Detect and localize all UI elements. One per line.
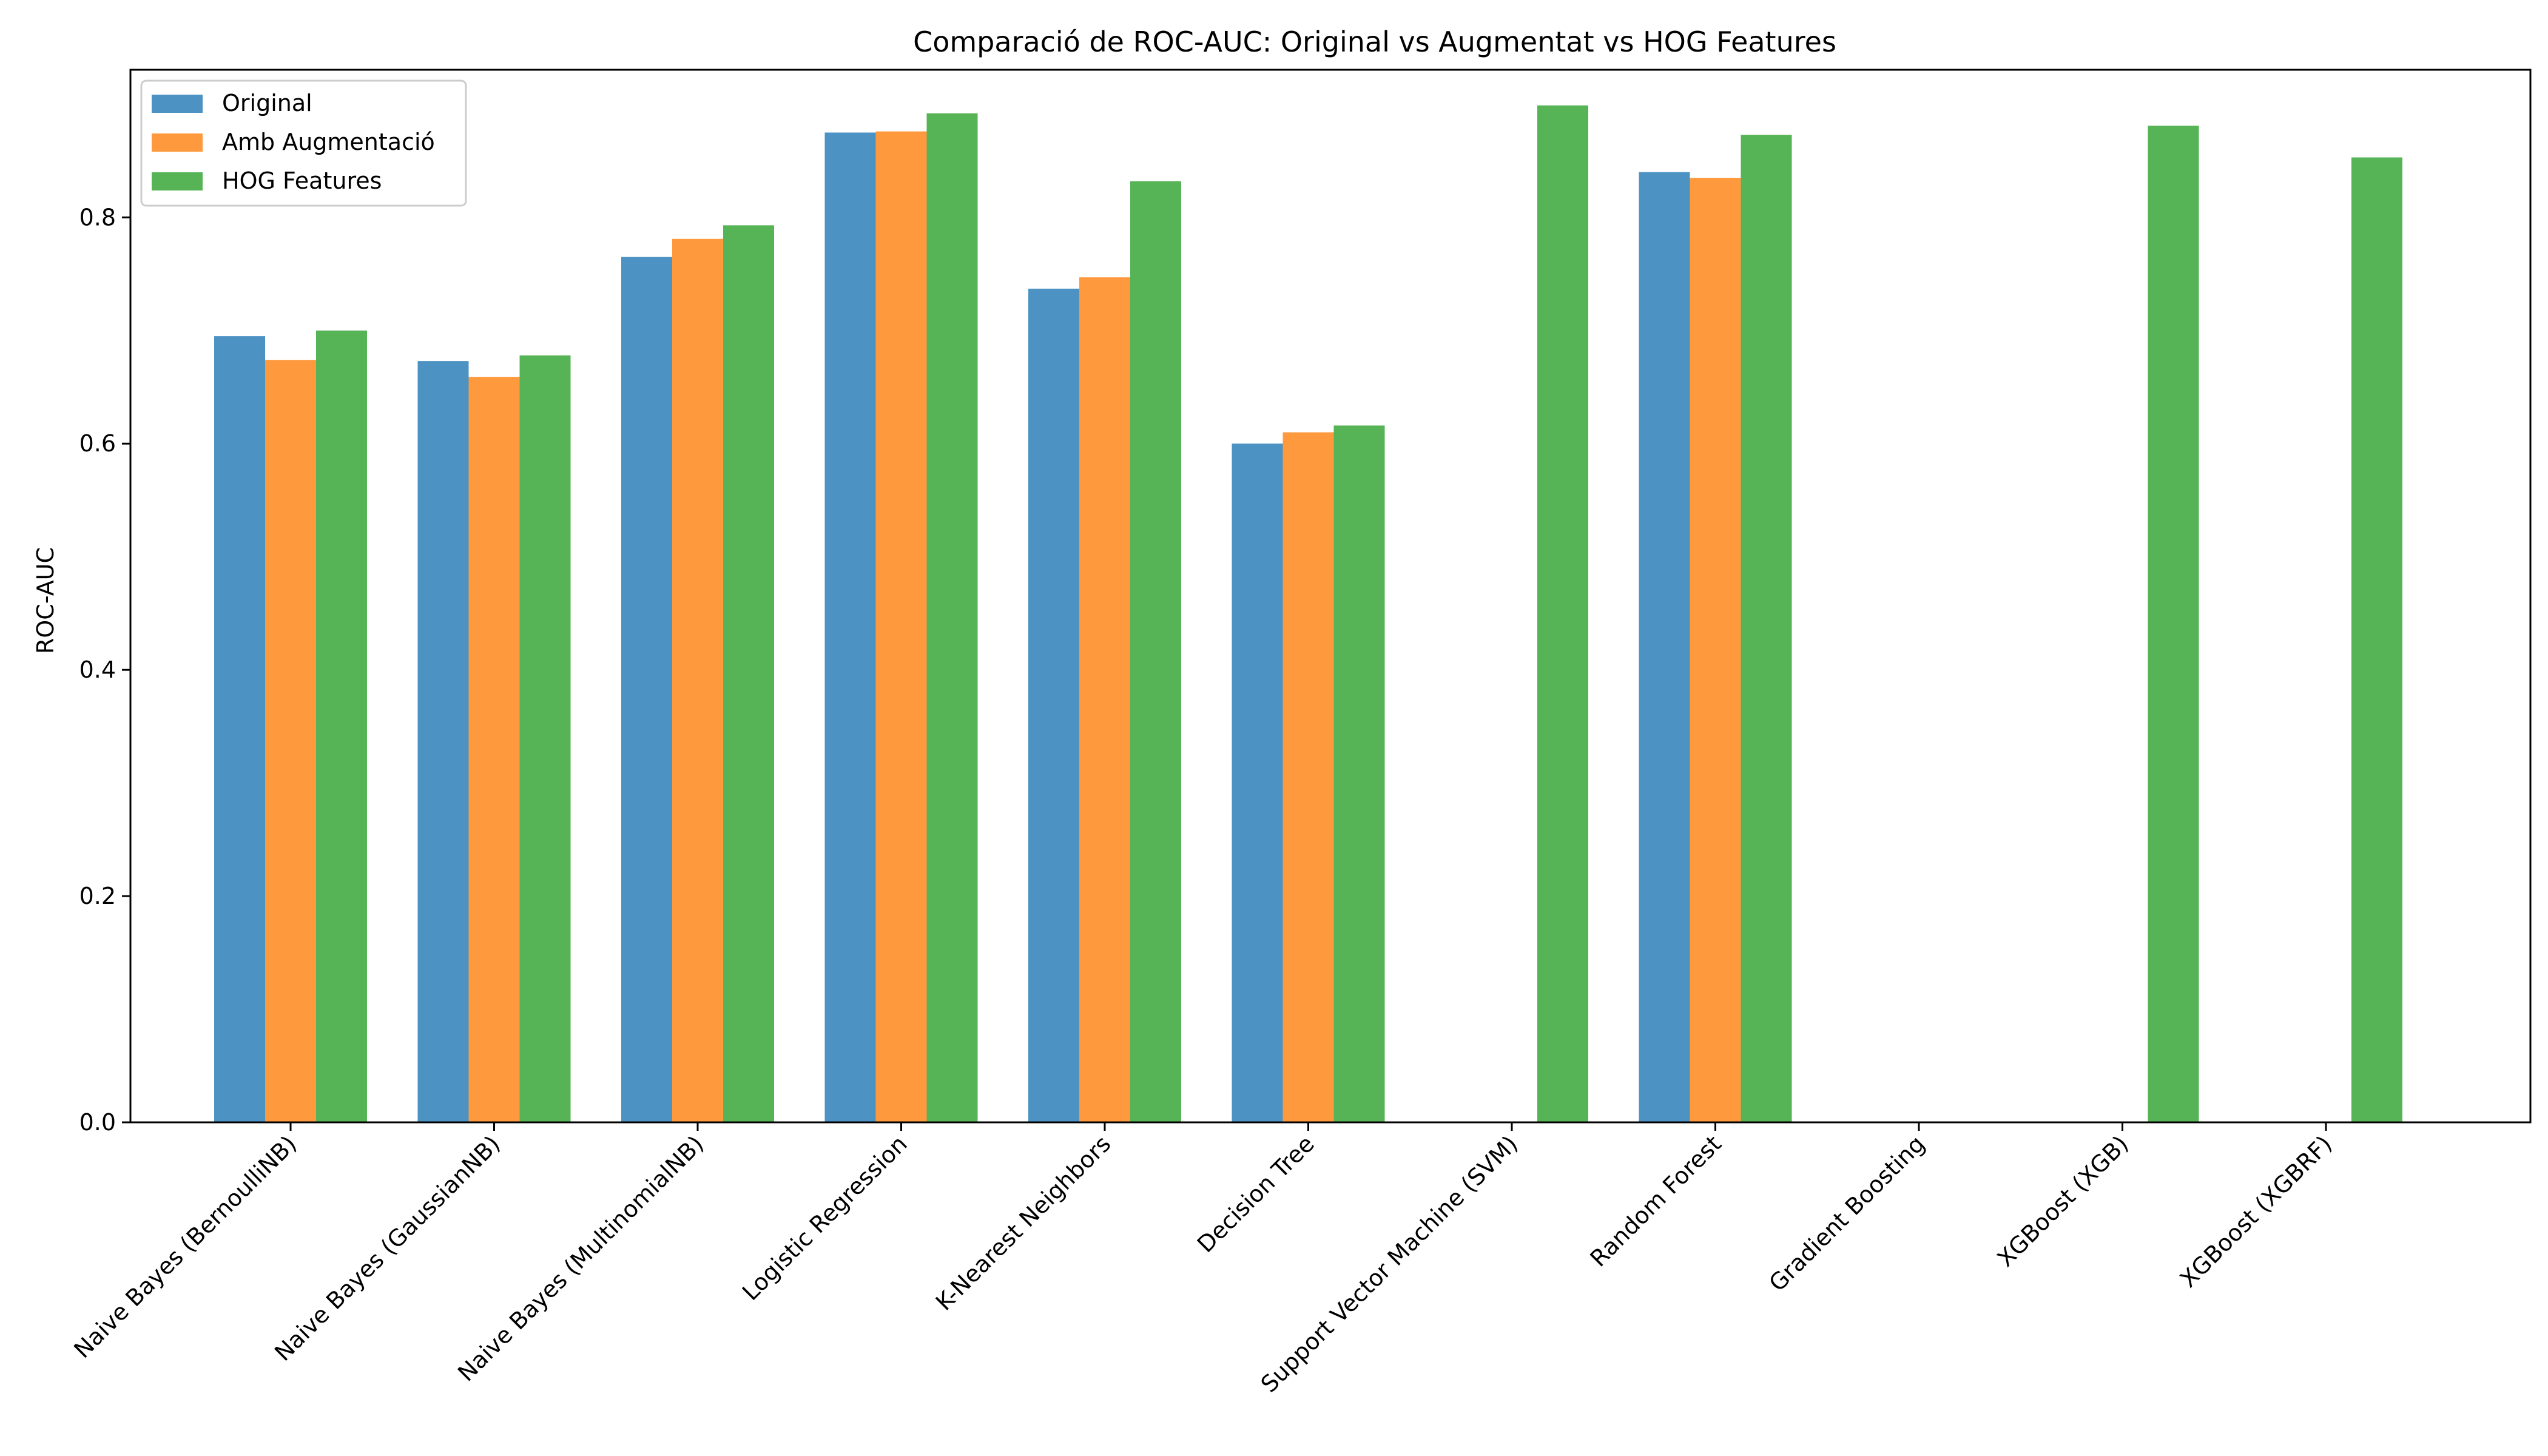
legend-swatch-0	[152, 95, 203, 113]
bar-0-1	[417, 361, 469, 1123]
x-tick-label: Random Forest	[1585, 1130, 1726, 1272]
bar-2-2	[723, 225, 774, 1122]
chart-title: Comparació de ROC-AUC: Original vs Augme…	[913, 25, 1836, 58]
bar-1-4	[1079, 277, 1130, 1122]
bar-0-5	[1232, 443, 1283, 1123]
bar-2-9	[2148, 126, 2199, 1123]
bar-0-4	[1028, 288, 1079, 1122]
bars-layer	[214, 105, 2402, 1123]
x-tick-label: Naive Bayes (MultinomialNB)	[453, 1130, 709, 1386]
x-tick-label: Logistic Regression	[737, 1130, 912, 1306]
bar-1-7	[1690, 178, 1741, 1122]
x-tick-label: Naive Bayes (GaussianNB)	[269, 1130, 505, 1366]
x-axis: Naive Bayes (BernoulliNB)Naive Bayes (Ga…	[69, 1122, 2337, 1398]
bar-0-0	[214, 336, 265, 1122]
legend: Original Amb Augmentació HOG Features	[140, 79, 467, 207]
y-tick-label: 0.2	[79, 883, 116, 909]
y-tick-label: 0.8	[79, 204, 116, 231]
bar-2-4	[1130, 181, 1181, 1123]
bar-1-0	[265, 360, 316, 1122]
y-tick-label: 0.6	[79, 430, 116, 457]
bar-1-3	[875, 131, 927, 1122]
legend-label-0: Original	[222, 90, 312, 116]
x-tick-label: XGBoost (XGB)	[1992, 1130, 2133, 1272]
plot-frame	[129, 69, 2532, 1124]
y-tick-label: 0.4	[79, 656, 116, 683]
y-axis-label: ROC-AUC	[32, 547, 59, 654]
x-tick-label: XGBoost (XGBRF)	[2175, 1130, 2337, 1292]
x-tick-label: Decision Tree	[1192, 1130, 1320, 1258]
bar-0-3	[824, 132, 876, 1123]
bar-2-10	[2351, 157, 2402, 1123]
bar-0-7	[1639, 172, 1690, 1122]
legend-label-1: Amb Augmentació	[222, 129, 435, 155]
bar-2-5	[1333, 425, 1385, 1122]
legend-swatch-2	[152, 172, 203, 190]
bar-1-1	[468, 377, 520, 1123]
bar-2-7	[1741, 135, 1792, 1122]
x-tick-label: Gradient Boosting	[1764, 1130, 1930, 1296]
bar-0-2	[621, 257, 672, 1122]
legend-box	[140, 79, 467, 207]
legend-swatch-1	[152, 133, 203, 152]
bar-2-1	[519, 355, 571, 1122]
bar-2-3	[926, 113, 978, 1123]
bar-1-5	[1282, 432, 1334, 1122]
x-tick-label: K-Nearest Neighbors	[931, 1130, 1116, 1316]
bar-1-2	[672, 238, 723, 1122]
legend-label-2: HOG Features	[222, 167, 382, 194]
y-axis: 0.0 0.2 0.4 0.6 0.8	[79, 204, 130, 1136]
bar-2-6	[1537, 105, 1588, 1122]
y-tick-label: 0.0	[79, 1109, 116, 1136]
x-tick-label: Naive Bayes (BernoulliNB)	[69, 1130, 302, 1363]
bar-2-0	[316, 330, 367, 1122]
